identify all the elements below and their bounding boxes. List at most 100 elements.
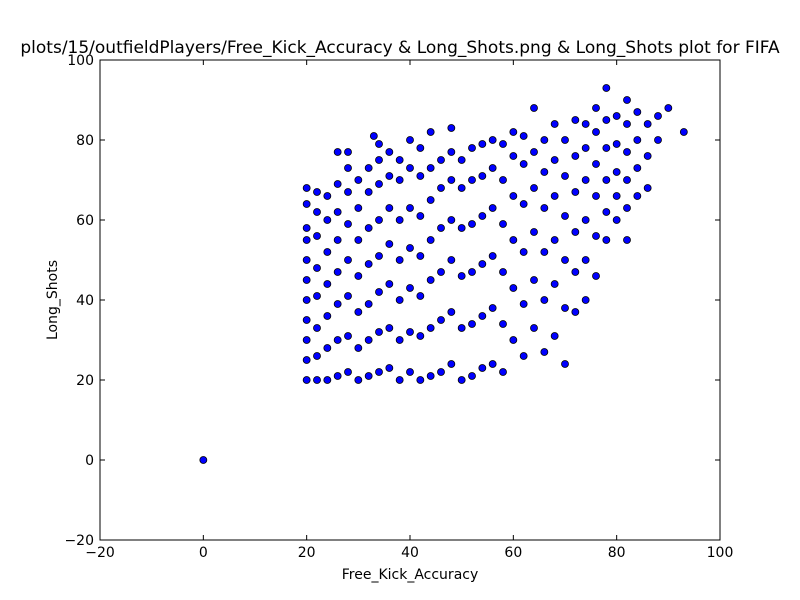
data-point-98 xyxy=(426,196,435,204)
data-point-105 xyxy=(437,184,445,192)
x-tick-label-4: 60 xyxy=(504,545,522,561)
data-point-9 xyxy=(302,224,311,232)
data-point-196 xyxy=(592,128,600,136)
data-point-211 xyxy=(623,176,631,184)
ticks-layer: −20 0 20 40 60 80 100 −20 0 20 40 60 80 100 xyxy=(64,53,733,561)
data-point-207 xyxy=(612,140,621,148)
data-point-179 xyxy=(561,136,569,144)
data-point-153 xyxy=(519,200,528,208)
data-point-115 xyxy=(457,324,466,332)
data-point-217 xyxy=(633,136,642,144)
data-point-66 xyxy=(385,364,394,372)
y-tick-label-5: 80 xyxy=(76,133,94,149)
data-point-16 xyxy=(313,264,321,272)
data-point-3 xyxy=(302,336,311,344)
data-point-27 xyxy=(333,372,342,380)
y-tick-label-6: 100 xyxy=(67,53,94,69)
data-point-40 xyxy=(344,188,352,196)
data-point-91 xyxy=(416,212,425,220)
data-point-172 xyxy=(550,156,559,164)
data-point-97 xyxy=(426,236,435,244)
data-point-203 xyxy=(602,84,611,92)
data-point-189 xyxy=(581,176,590,184)
data-point-202 xyxy=(602,116,611,124)
data-point-26 xyxy=(323,192,332,200)
data-point-10 xyxy=(302,200,311,208)
data-point-200 xyxy=(602,176,611,184)
data-point-53 xyxy=(364,260,373,268)
data-point-92 xyxy=(416,172,425,180)
data-point-95 xyxy=(426,324,435,332)
data-point-24 xyxy=(323,248,332,256)
y-axis-label: Long_Shots xyxy=(45,260,61,340)
y-tick-label-0: −20 xyxy=(64,533,94,549)
data-point-60 xyxy=(375,288,383,296)
data-point-55 xyxy=(364,188,373,196)
data-point-192 xyxy=(592,272,600,280)
data-point-117 xyxy=(457,224,466,232)
data-point-185 xyxy=(571,116,580,124)
data-point-201 xyxy=(602,144,611,152)
data-point-180 xyxy=(571,308,580,316)
data-point-198 xyxy=(602,236,611,244)
data-point-209 xyxy=(623,236,631,244)
data-point-219 xyxy=(643,184,652,192)
data-point-143 xyxy=(499,140,507,148)
data-point-112 xyxy=(447,148,456,156)
chart-title: plots/15/outfieldPlayers/Free_Kick_Accur… xyxy=(20,38,780,58)
data-point-164 xyxy=(540,248,549,256)
data-point-15 xyxy=(313,292,321,300)
data-point-118 xyxy=(457,184,466,192)
data-point-28 xyxy=(333,336,342,344)
data-point-69 xyxy=(385,240,394,248)
data-point-31 xyxy=(333,236,342,244)
data-point-39 xyxy=(344,220,352,228)
y-tick-label-1: 0 xyxy=(85,453,94,469)
data-point-182 xyxy=(571,228,580,236)
data-point-147 xyxy=(509,192,518,200)
data-point-64 xyxy=(375,156,383,164)
data-point-94 xyxy=(426,372,435,380)
data-point-218 xyxy=(633,108,642,116)
data-point-148 xyxy=(509,152,518,160)
data-point-175 xyxy=(561,304,569,312)
data-point-56 xyxy=(364,164,373,172)
data-point-47 xyxy=(354,236,363,244)
data-point-187 xyxy=(581,256,590,264)
data-point-166 xyxy=(540,168,549,176)
data-point-158 xyxy=(530,228,538,236)
data-point-8 xyxy=(302,236,311,244)
data-point-205 xyxy=(612,192,621,200)
data-point-36 xyxy=(344,332,352,340)
x-tick-label-1: 0 xyxy=(199,545,208,561)
data-point-29 xyxy=(333,300,342,308)
data-point-34 xyxy=(333,148,342,156)
data-point-184 xyxy=(571,152,580,160)
data-point-186 xyxy=(581,296,590,304)
data-point-67 xyxy=(385,324,394,332)
data-point-194 xyxy=(592,192,600,200)
data-point-106 xyxy=(437,156,445,164)
data-point-99 xyxy=(426,164,435,172)
data-point-17 xyxy=(313,232,321,240)
data-point-134 xyxy=(488,252,497,260)
data-point-146 xyxy=(509,236,518,244)
data-point-101 xyxy=(437,368,445,376)
data-point-183 xyxy=(571,188,580,196)
data-point-119 xyxy=(457,156,466,164)
data-point-1 xyxy=(302,376,311,384)
data-point-159 xyxy=(530,184,538,192)
data-point-20 xyxy=(323,376,332,384)
data-point-181 xyxy=(571,268,580,276)
data-point-14 xyxy=(313,324,321,332)
data-point-74 xyxy=(395,336,404,344)
data-point-213 xyxy=(623,120,631,128)
data-point-154 xyxy=(519,160,528,168)
data-point-120 xyxy=(468,372,476,380)
data-point-127 xyxy=(478,312,487,320)
data-point-18 xyxy=(313,208,321,216)
data-point-21 xyxy=(323,344,332,352)
data-point-223 xyxy=(654,112,662,120)
data-point-193 xyxy=(592,232,600,240)
